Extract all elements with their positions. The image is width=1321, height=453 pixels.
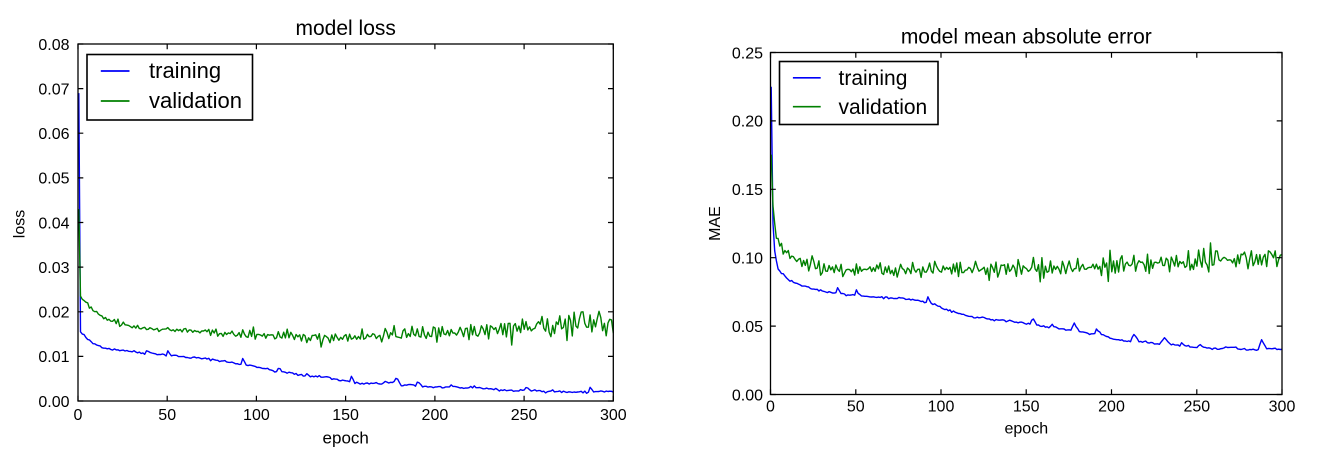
svg-text:250: 250	[1183, 399, 1210, 416]
svg-text:training: training	[149, 58, 221, 83]
svg-text:epoch: epoch	[323, 429, 369, 448]
svg-text:0.04: 0.04	[38, 215, 69, 232]
svg-text:epoch: epoch	[1005, 421, 1049, 438]
svg-text:100: 100	[928, 399, 955, 416]
svg-text:300: 300	[1269, 399, 1296, 416]
svg-text:0.10: 0.10	[732, 251, 763, 268]
svg-text:validation: validation	[839, 96, 928, 119]
svg-text:MAE: MAE	[707, 206, 724, 241]
svg-text:150: 150	[1013, 399, 1040, 416]
svg-text:0: 0	[74, 407, 83, 424]
svg-text:250: 250	[511, 407, 538, 424]
svg-text:200: 200	[1098, 399, 1125, 416]
svg-text:0.03: 0.03	[38, 260, 69, 277]
svg-text:0: 0	[766, 399, 775, 416]
svg-text:0.15: 0.15	[732, 182, 763, 199]
svg-text:model loss: model loss	[296, 17, 396, 40]
svg-text:0.06: 0.06	[38, 126, 69, 143]
svg-text:0.08: 0.08	[38, 37, 69, 54]
svg-text:0.05: 0.05	[732, 319, 763, 336]
svg-text:50: 50	[158, 407, 176, 424]
svg-text:300: 300	[600, 407, 627, 424]
svg-text:50: 50	[847, 399, 865, 416]
svg-text:0.05: 0.05	[38, 171, 69, 188]
svg-text:100: 100	[243, 407, 270, 424]
svg-text:0.07: 0.07	[38, 81, 69, 98]
svg-text:0.00: 0.00	[38, 394, 69, 411]
svg-text:loss: loss	[11, 210, 28, 238]
svg-text:model mean absolute error: model mean absolute error	[901, 25, 1152, 48]
svg-text:training: training	[839, 67, 908, 90]
svg-text:0.25: 0.25	[732, 45, 763, 62]
svg-text:0.01: 0.01	[38, 349, 69, 366]
svg-text:0.00: 0.00	[732, 387, 763, 404]
svg-text:0.02: 0.02	[38, 305, 69, 322]
svg-text:validation: validation	[149, 88, 242, 113]
svg-text:0.20: 0.20	[732, 114, 763, 131]
svg-text:200: 200	[422, 407, 449, 424]
svg-text:150: 150	[332, 407, 359, 424]
